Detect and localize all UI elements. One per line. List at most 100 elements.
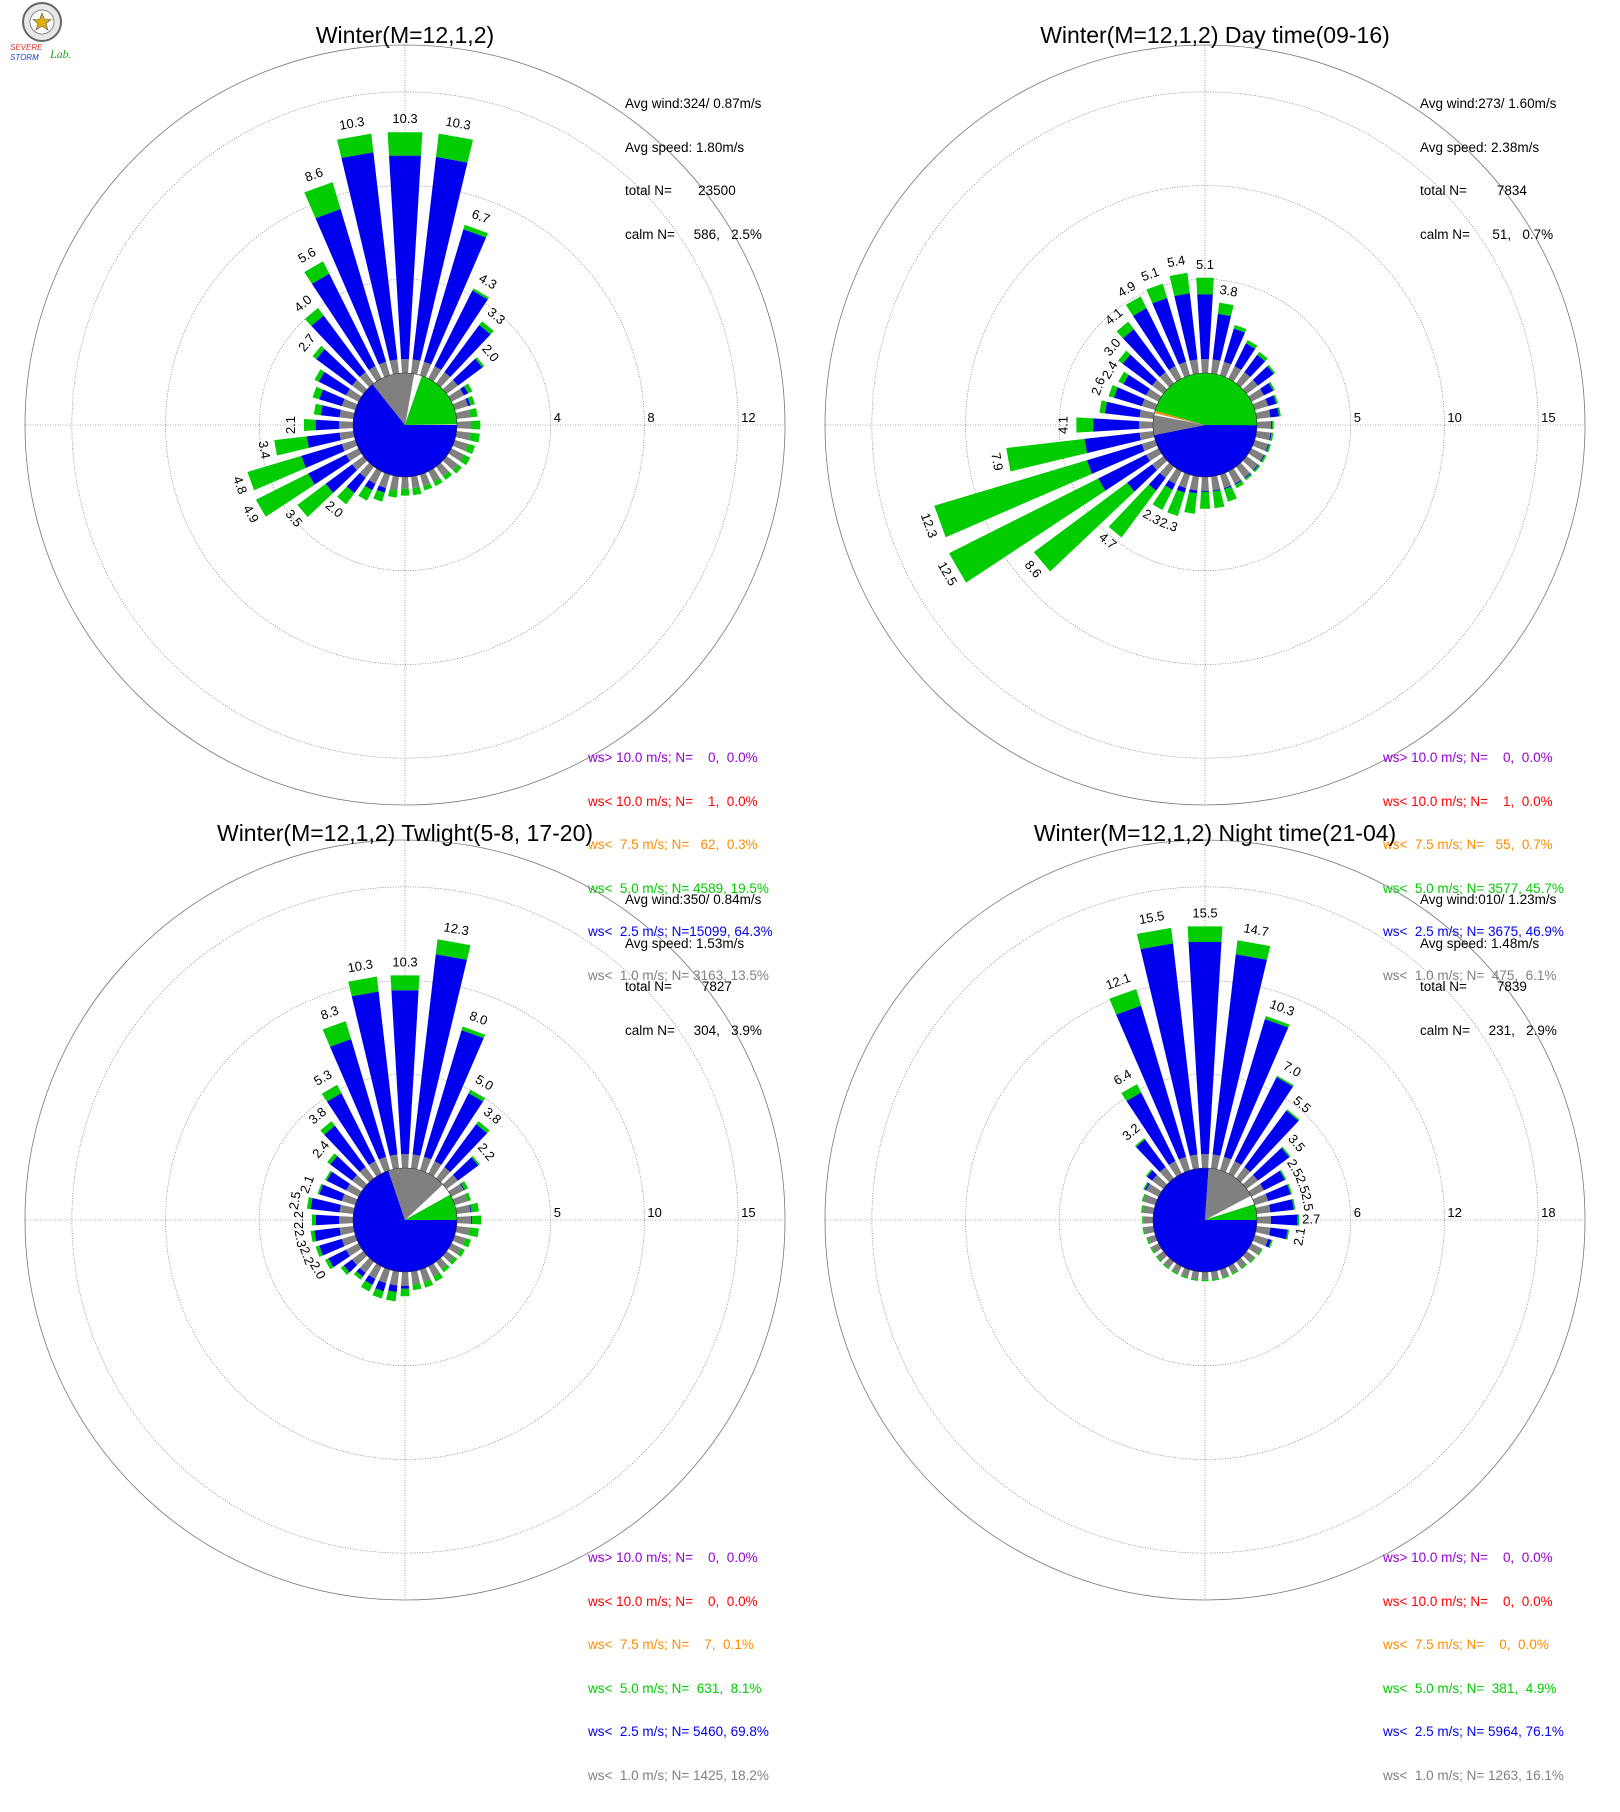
bar-segment-lt5 — [1108, 385, 1118, 398]
legend-value: 5460, 69.8% — [689, 1724, 769, 1739]
bar-value-label: 3.8 — [1218, 282, 1238, 300]
wind-rose-panel-4: 6 12 18 15.5 14.7 10.3 7.0 5.5 3.5 2.5 2.5 2.5 2.7 2.… — [810, 820, 1620, 1782]
legend-label: ws< 1.0 m/s; N= — [588, 1767, 690, 1783]
bar-segment-lt5 — [467, 396, 475, 406]
bar-value-label: 12.3 — [918, 511, 941, 540]
bar-segment-lt2-5 — [444, 324, 491, 377]
legend-row-lt5: ws< 5.0 m/s; N= 631, 8.1% — [588, 1680, 769, 1697]
bar-segment-lt1 — [1236, 1257, 1247, 1268]
bar-value-label: 2.3 — [1158, 514, 1180, 534]
bar-segment-lt5 — [315, 1245, 323, 1257]
bar-segment-lt1 — [341, 439, 358, 452]
bar-segment-lt2-5 — [330, 1155, 357, 1181]
pie-outline — [352, 1167, 458, 1273]
bar-segment-lt5 — [1136, 927, 1173, 950]
bar-segment-lt1 — [448, 448, 464, 462]
bar-segment-lt2-5 — [314, 1227, 341, 1242]
ring-label: 4 — [554, 410, 561, 425]
bar-value-label: 5.3 — [311, 1067, 334, 1089]
bar-value-label: 15.5 — [1138, 908, 1166, 927]
ring-label: 18 — [1541, 1205, 1555, 1220]
bar-segment-lt2-5 — [319, 389, 345, 407]
bar-segment-lt1 — [1168, 366, 1182, 382]
bar-segment-lt2-5 — [1265, 1184, 1291, 1202]
bar-value-label: 5.0 — [473, 1071, 496, 1093]
bar-value-label: 4.8 — [230, 474, 250, 496]
bar-segment-lt5 — [475, 357, 485, 368]
bar-segment-lt5 — [1281, 1146, 1291, 1158]
bar-segment-lt5 — [1162, 1263, 1170, 1270]
bar-segment-lt5 — [1076, 417, 1094, 433]
bar-segment-lt1 — [428, 1263, 440, 1277]
bar-segment-lt2-5 — [469, 1204, 472, 1213]
bar-value-label: 3.4 — [256, 440, 274, 460]
legend-label: ws< 5.0 m/s; N= — [588, 1680, 690, 1696]
legend-value: 55, 0.7% — [1484, 837, 1553, 852]
grid-ring — [258, 278, 552, 572]
wind-rose-chart-3: 5 10 1510.312.38.05.03.82.22.02.22.32.22.5… — [24, 839, 786, 1601]
bar-segment-lt1 — [455, 409, 471, 419]
bar-value-label: 2.1 — [1290, 1226, 1308, 1246]
bar-segment-lt1 — [442, 456, 458, 471]
bar-segment-lt5 — [1155, 1255, 1162, 1263]
bar-segment-lt1 — [436, 1257, 448, 1270]
total-n-text: total N= 7839 — [1420, 979, 1527, 994]
bar-value-label: 4.1 — [1102, 305, 1125, 328]
bar-segment-lt5 — [1180, 1274, 1188, 1279]
bar-segment-lt2-5 — [1093, 418, 1140, 432]
panel-title: Winter(M=12,1,2) Day time(09-16) — [1040, 22, 1390, 48]
bar-segment-lt2-5 — [1265, 1238, 1272, 1248]
bar-value-label: 7.9 — [988, 451, 1006, 471]
bar-value-label: 10.3 — [346, 956, 374, 975]
bar-segment-lt1 — [1211, 475, 1221, 491]
bar-segment-lt2-5 — [1244, 473, 1251, 479]
bar-value-label: 2.6 — [1088, 375, 1108, 397]
wind-rose-chart-2: 5 10 155.13.82.32.34.78.612.512.37.94.12.6… — [824, 44, 1586, 806]
bar-segment-lt2-5 — [364, 480, 376, 491]
ring-label: 6 — [1354, 1205, 1361, 1220]
bar-segment-lt1 — [442, 379, 458, 394]
bar-segment-lt5 — [1121, 1084, 1142, 1101]
bar-segment-lt2-5 — [465, 443, 469, 452]
bar-segment-lt5 — [1187, 926, 1223, 942]
bar-segment-lt2-5 — [1098, 454, 1150, 491]
total-n-text: total N= 23500 — [625, 183, 736, 198]
pie-slice — [1152, 415, 1205, 436]
bar-segment-lt2-5 — [1253, 464, 1259, 471]
bar-segment-lt2-5 — [1104, 401, 1141, 418]
bar-segment-lt5 — [1134, 1138, 1146, 1147]
bar-value-label: 2.0 — [479, 341, 502, 364]
wind-rose-panel-2: 5 10 15 5.1 3.8 2.3 2.3 4.7 8.6 12.5 12.3 7.9 4.1 2.6… — [810, 0, 1620, 982]
bar-segment-lt1 — [352, 1251, 368, 1266]
bar-segment-lt5 — [1270, 432, 1274, 441]
bar-segment-lt2-5 — [308, 454, 350, 485]
calm-n-text: calm N= 231, 2.9% — [1420, 1022, 1557, 1038]
bar-value-label: 4.3 — [476, 270, 499, 292]
bar-segment-lt5 — [1235, 480, 1244, 489]
bar-segment-lt2-5 — [453, 358, 483, 386]
bar-segment-lt5 — [468, 1227, 479, 1238]
legend-label: ws< 10.0 m/s; N= — [588, 793, 694, 809]
bar-segment-lt5 — [1245, 340, 1258, 349]
bar-segment-lt1 — [359, 1167, 374, 1183]
bar-segment-lt5 — [1169, 272, 1190, 296]
bar-segment-lt1 — [346, 448, 362, 462]
bar-segment-lt2-5 — [1234, 1077, 1293, 1165]
bar-segment-lt2-5 — [1127, 464, 1157, 492]
bar-segment-lt1 — [1172, 1263, 1182, 1274]
bar-segment-lt5 — [348, 976, 379, 997]
bar-segment-lt5 — [470, 1202, 479, 1213]
bar-segment-lt2-5 — [306, 432, 341, 448]
legend-label: ws< 10.0 m/s; N= — [1383, 793, 1489, 809]
avg-speed-text: Avg speed: 1.53m/s — [625, 935, 745, 951]
legend-label: ws< 1.0 m/s; N= — [1383, 1767, 1485, 1783]
bar-segment-lt1 — [1141, 439, 1158, 452]
bar-segment-lt1 — [1181, 1267, 1191, 1278]
legend-value: 3577, 45.7% — [1484, 880, 1564, 896]
legend-row-lt5: ws< 5.0 m/s; N= 4589, 19.5% — [588, 881, 773, 897]
bar-segment-lt1 — [1255, 409, 1271, 419]
pie-slice — [1205, 1204, 1258, 1220]
bar-segment-lt5 — [463, 1238, 471, 1248]
bar-segment-lt1 — [436, 372, 451, 388]
